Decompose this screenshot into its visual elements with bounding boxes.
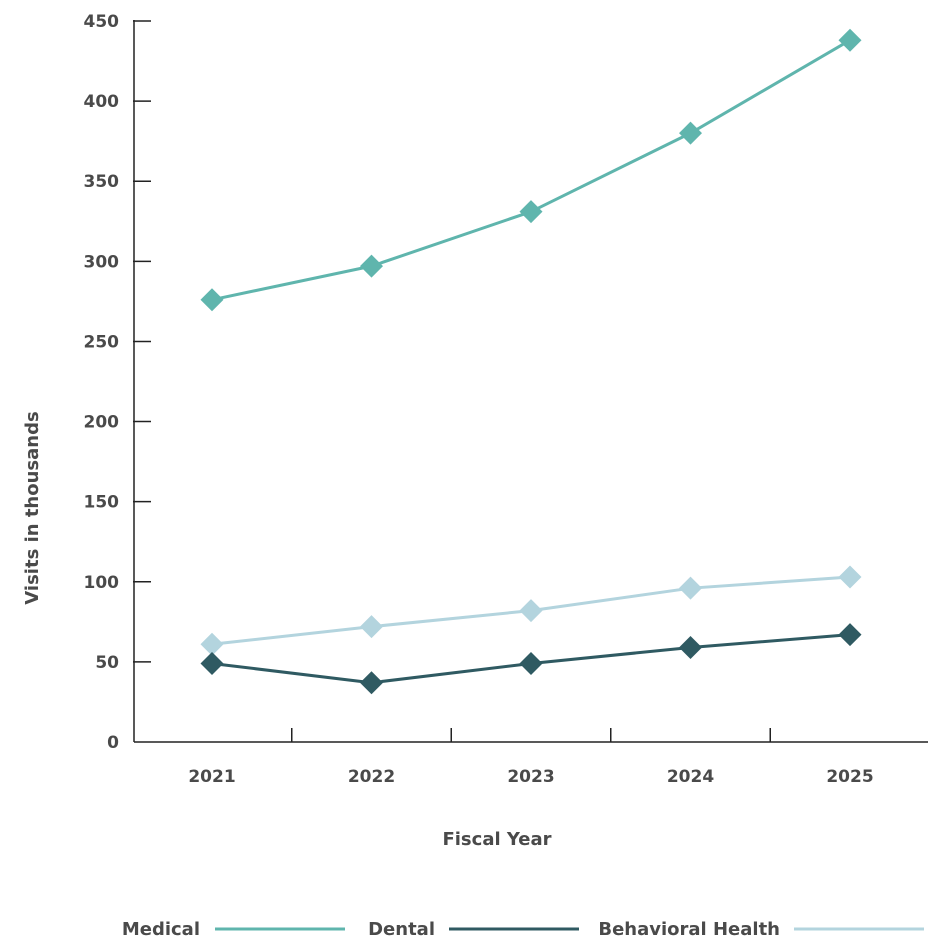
- data-point-behavioral-health: [519, 599, 543, 623]
- axes: [133, 20, 928, 743]
- legend: Medical Dental Behavioral Health: [122, 919, 924, 939]
- data-point-dental: [679, 635, 702, 659]
- x-tick-label: 2022: [348, 767, 395, 787]
- legend-item-medical: Medical: [122, 919, 345, 939]
- data-point-dental: [200, 651, 224, 675]
- x-tick-label: 2021: [188, 767, 235, 787]
- data-point-behavioral-health: [200, 632, 224, 656]
- legend-label: Behavioral Health: [598, 919, 780, 939]
- data-point-medical: [679, 121, 702, 145]
- data-point-medical: [200, 288, 224, 312]
- x-tick-label: 2025: [826, 767, 873, 787]
- y-axis-title: Visits in thousands: [22, 411, 43, 604]
- data-point-dental: [360, 671, 383, 695]
- data-point-dental: [838, 623, 862, 647]
- y-tick-label: 300: [84, 252, 120, 272]
- y-tick-labels: 0 50 100 150 200 250 300 350 400 450: [84, 12, 151, 753]
- legend-item-behavioral-health: Behavioral Health: [598, 919, 924, 939]
- legend-item-dental: Dental: [368, 919, 579, 939]
- x-tick-label: 2024: [667, 767, 714, 787]
- x-tick-label: 2023: [507, 767, 554, 787]
- legend-label: Dental: [368, 919, 435, 939]
- data-point-medical: [360, 254, 383, 278]
- y-tick-label: 250: [84, 332, 120, 352]
- legend-label: Medical: [122, 919, 200, 939]
- data-point-dental: [519, 651, 543, 675]
- y-tick-label: 400: [84, 92, 120, 112]
- x-axis-title: Fiscal Year: [442, 829, 551, 850]
- data-point-behavioral-health: [360, 615, 383, 639]
- series-behavioral-health: [200, 565, 862, 656]
- data-point-behavioral-health: [838, 565, 862, 589]
- y-axis-title-group: Visits in thousands: [22, 411, 43, 604]
- y-tick-label: 200: [84, 413, 120, 433]
- data-point-medical: [838, 28, 862, 52]
- series-dental: [200, 623, 862, 695]
- y-tick-label: 50: [95, 653, 119, 673]
- data-point-behavioral-health: [679, 576, 702, 600]
- y-tick-label: 100: [84, 573, 120, 593]
- series-medical: [200, 28, 862, 312]
- series-line-medical: [211, 38, 851, 302]
- series-layer: [200, 28, 862, 695]
- x-tick-labels: 2021 2022 2023 2024 2025: [188, 728, 874, 787]
- y-tick-label: 350: [84, 172, 120, 192]
- y-tick-label: 150: [84, 493, 120, 513]
- y-tick-label: 450: [84, 12, 120, 32]
- data-point-medical: [519, 200, 543, 224]
- y-tick-label: 0: [107, 733, 119, 753]
